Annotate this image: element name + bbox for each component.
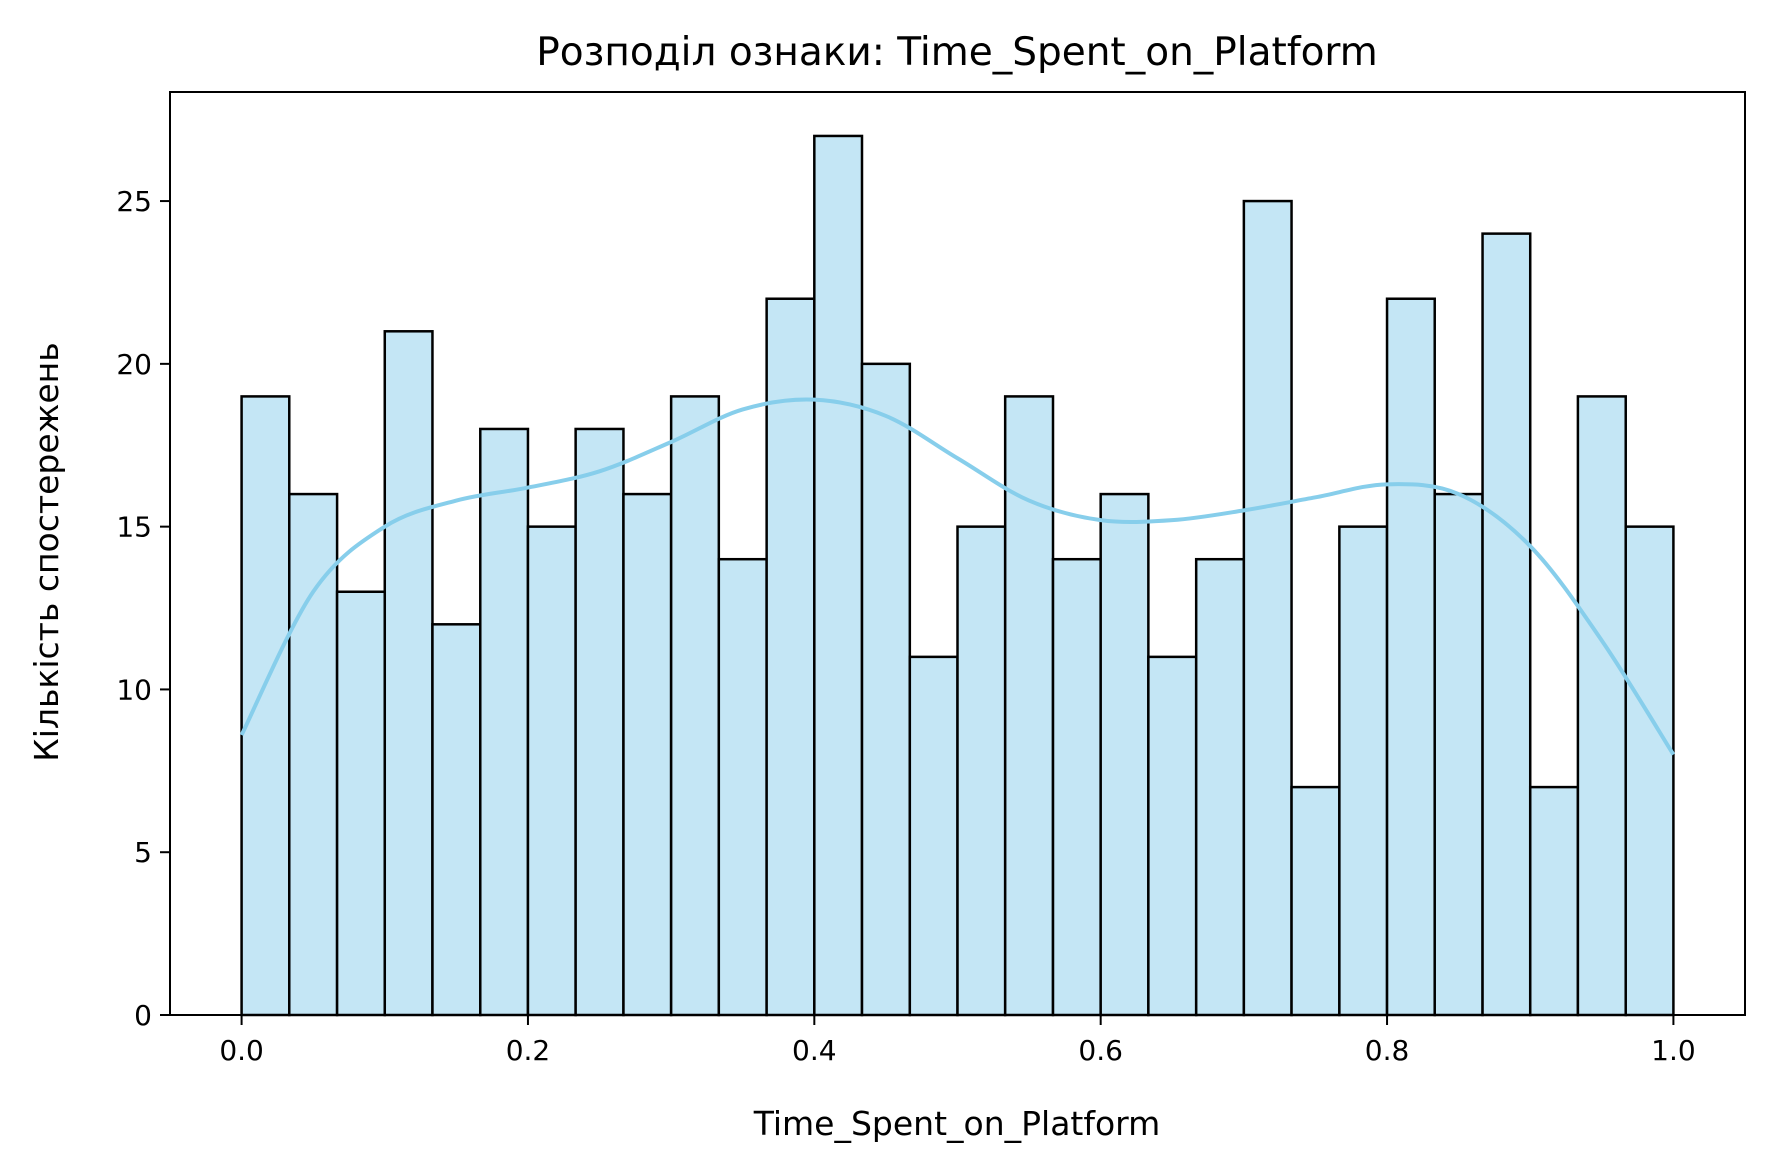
histogram-bar [1147,655,1198,1017]
histogram-bar [1624,525,1675,1017]
histogram-bar [956,525,1007,1017]
x-tick-label: 1.0 [1651,1034,1696,1067]
histogram-bar [574,427,625,1017]
y-tick-label: 5 [134,836,152,869]
y-tick-label: 25 [116,185,152,218]
histogram-bar [1051,557,1102,1017]
histogram-bar [669,395,721,1017]
chart-title: Розподіл ознаки: Time_Spent_on_Platform [536,30,1378,75]
y-tick-label: 10 [116,673,152,706]
histogram-bar [908,655,959,1017]
x-tick-label: 0.8 [1365,1034,1410,1067]
histogram-bar [717,557,768,1017]
histogram-bar [1433,492,1484,1017]
histogram-bar [1242,199,1293,1017]
histogram-bar [1003,395,1055,1017]
histogram-bar [1338,525,1389,1017]
histogram-bar [1576,395,1627,1017]
histogram-bar [765,297,816,1017]
x-tick-label: 0.0 [219,1034,264,1067]
histogram-bar [813,134,864,1017]
y-axis-label: Кількість спостережень [27,342,66,761]
y-axis-ticks: 0 5 10 15 20 25 [116,185,170,1032]
y-tick-label: 15 [116,511,152,544]
kde-line [239,397,1676,756]
histogram-bar [1528,785,1580,1017]
x-axis-label: Time_Spent_on_Platform [753,1104,1161,1143]
histogram-bar [1194,557,1246,1017]
histogram-bar [288,492,339,1017]
y-tick-label: 20 [116,348,152,381]
x-tick-label: 0.6 [1078,1034,1123,1067]
x-axis-ticks: 0.0 0.2 0.4 0.6 0.8 1.0 [219,1015,1696,1067]
histogram-bar [1385,297,1436,1017]
histogram-bar [1290,785,1341,1017]
bars [240,134,1675,1017]
histogram-bar [383,330,434,1017]
histogram-bar [335,590,387,1017]
histogram-bar [479,427,530,1017]
histogram-bar [1099,492,1150,1017]
histogram-bar [860,362,912,1017]
y-tick-label: 0 [134,999,152,1032]
histogram-bar [526,525,577,1017]
x-tick-label: 0.4 [792,1034,837,1067]
plot-frame [169,91,1746,1016]
histogram-bar [240,395,291,1017]
histogram-bar [622,492,673,1017]
x-tick-label: 0.2 [506,1034,551,1067]
histogram-bar [1481,232,1532,1017]
histogram-bar [431,623,482,1017]
